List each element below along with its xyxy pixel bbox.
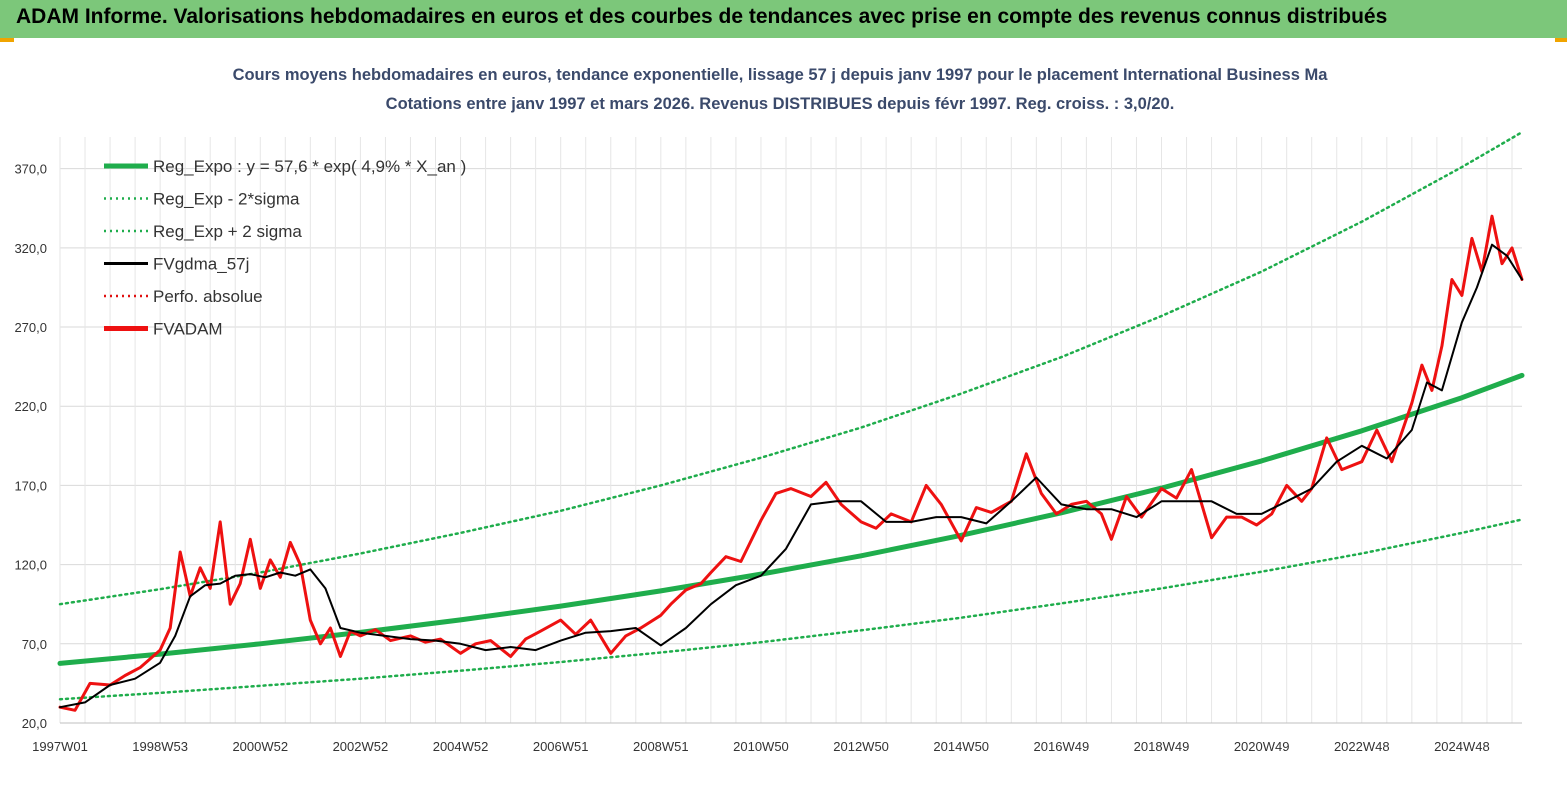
x-tick-label: 2020W49 xyxy=(1234,739,1290,754)
series-price-line xyxy=(58,214,1524,712)
x-tick-label: 2004W52 xyxy=(433,739,489,754)
y-tick-label: 20,0 xyxy=(22,716,47,731)
x-tick-label: 2016W49 xyxy=(1034,739,1090,754)
y-tick-label: 120,0 xyxy=(14,558,47,573)
x-tick-label: 1998W53 xyxy=(132,739,188,754)
y-tick-label: 220,0 xyxy=(14,399,47,414)
series-regression-line xyxy=(57,372,1525,666)
legend: Reg_Expo : y = 57,6 * exp( 4,9% * X_an )… xyxy=(104,157,466,339)
y-axis: 20,0 70,0 120,0 170,0 220,0 270,0 320,0 370,0 xyxy=(14,162,47,731)
report-banner: ADAM Informe. Valorisations hebdomadaire… xyxy=(0,0,1567,38)
report-title: ADAM Informe. Valorisations hebdomadaire… xyxy=(16,5,1388,28)
x-tick-label: 2018W49 xyxy=(1134,739,1190,754)
accent-bar-left xyxy=(0,38,14,42)
chart-area: Cours moyens hebdomadaires en euros, ten… xyxy=(0,42,1567,783)
gridlines xyxy=(59,137,1522,724)
x-tick-label: 1997W01 xyxy=(32,739,88,754)
series-band-line xyxy=(58,518,1524,701)
accent-bar-right xyxy=(1555,38,1567,42)
series-band-line xyxy=(58,130,1524,606)
x-tick-label: 2010W50 xyxy=(733,739,789,754)
chart-subtitle: Cotations entre janv 1997 et mars 2026. … xyxy=(386,95,1175,113)
legend-label: FVgdma_57j xyxy=(153,255,249,274)
x-tick-label: 2014W50 xyxy=(933,739,989,754)
x-tick-label: 2000W52 xyxy=(232,739,288,754)
legend-label: Reg_Expo : y = 57,6 * exp( 4,9% * X_an ) xyxy=(153,157,466,176)
y-tick-label: 70,0 xyxy=(22,637,47,652)
x-tick-label: 2006W51 xyxy=(533,739,589,754)
series-moving-average-line xyxy=(59,243,1523,709)
series-layer xyxy=(57,130,1525,712)
x-axis: 1997W01 1998W53 2000W52 2002W52 2004W52 2006W… xyxy=(32,722,1522,754)
y-tick-label: 270,0 xyxy=(14,320,47,335)
y-tick-label: 370,0 xyxy=(14,162,47,177)
x-tick-label: 2008W51 xyxy=(633,739,689,754)
y-tick-label: 320,0 xyxy=(14,241,47,256)
x-tick-label: 2012W50 xyxy=(833,739,889,754)
x-tick-label: 2002W52 xyxy=(333,739,389,754)
legend-label: Reg_Exp - 2*sigma xyxy=(153,190,300,209)
x-tick-label: 2024W48 xyxy=(1434,739,1490,754)
x-tick-label: 2022W48 xyxy=(1334,739,1390,754)
legend-label: Perfo. absolue xyxy=(153,287,263,306)
trend-chart: Cours moyens hebdomadaires en euros, ten… xyxy=(14,66,1525,754)
y-tick-label: 170,0 xyxy=(14,478,47,493)
legend-label: Reg_Exp + 2 sigma xyxy=(153,222,302,241)
legend-label: FVADAM xyxy=(153,320,223,339)
chart-title: Cours moyens hebdomadaires en euros, ten… xyxy=(233,66,1329,84)
